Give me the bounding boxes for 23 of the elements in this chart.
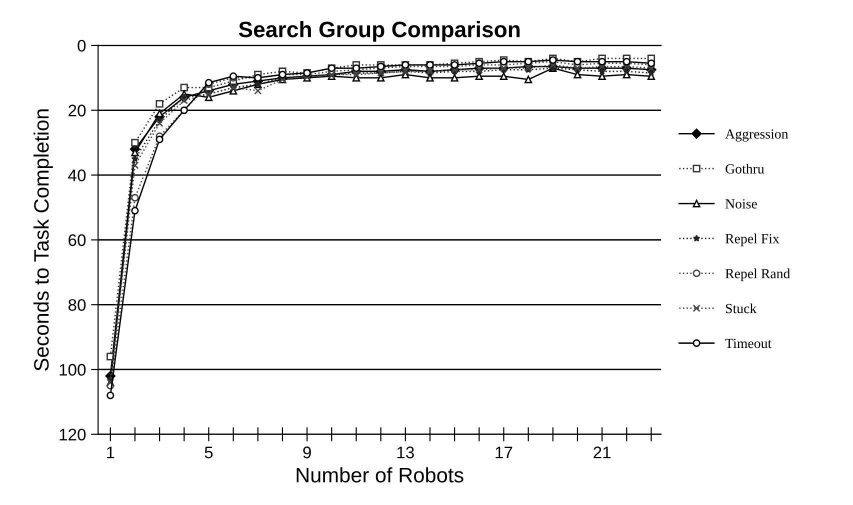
legend-label: Repel Rand bbox=[725, 268, 790, 282]
x-tick-label: 9 bbox=[303, 446, 311, 458]
y-axis-title: Seconds to Task Completion bbox=[34, 109, 53, 371]
legend-label: Aggression bbox=[725, 129, 788, 142]
y-tick-label: 120 bbox=[60, 428, 86, 441]
legend-label: Timeout bbox=[725, 338, 772, 348]
y-tick-label: 40 bbox=[68, 169, 86, 182]
x-tick-label: 17 bbox=[496, 446, 512, 458]
legend-label: Repel Fix bbox=[725, 234, 780, 246]
chart-title: Search Group Comparison bbox=[238, 21, 520, 42]
x-axis-title: Number of Robots bbox=[296, 467, 464, 482]
x-tick-label: 1 bbox=[107, 446, 114, 458]
legend-label: Stuck bbox=[726, 303, 757, 314]
y-tick-label: 100 bbox=[60, 364, 86, 376]
legend-label: Gothru bbox=[726, 164, 764, 174]
y-tick-label: 80 bbox=[68, 299, 86, 311]
y-tick-label: 20 bbox=[68, 104, 86, 116]
y-tick-label: 0 bbox=[78, 40, 86, 52]
x-tick-label: 21 bbox=[594, 446, 611, 458]
y-tick-label: 60 bbox=[68, 234, 86, 246]
x-tick-label: 5 bbox=[204, 446, 213, 458]
x-tick-label: 13 bbox=[397, 446, 414, 458]
legend-label: Noise bbox=[725, 199, 757, 209]
